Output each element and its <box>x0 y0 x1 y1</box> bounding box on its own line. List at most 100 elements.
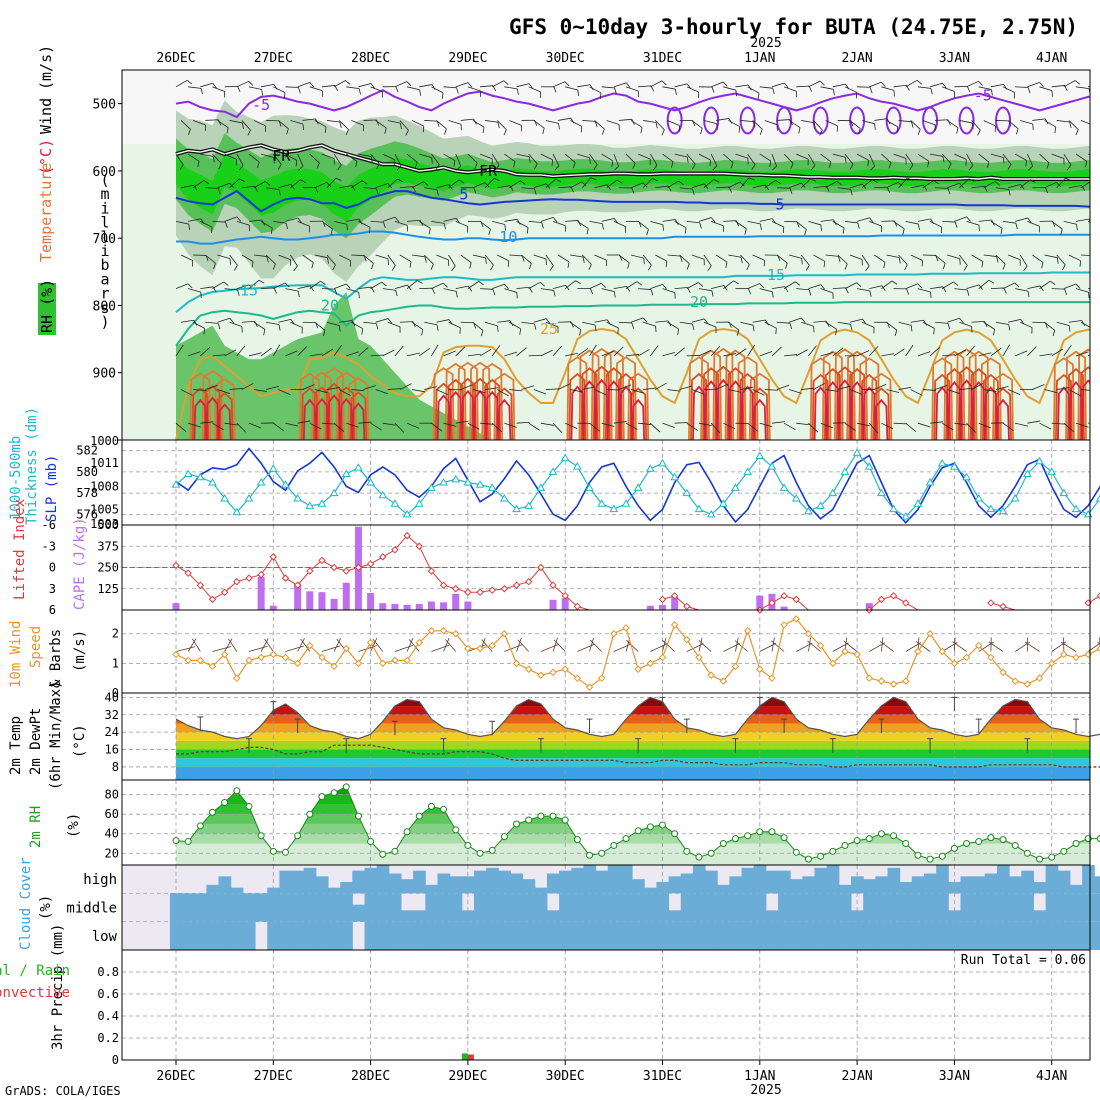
cloud-cell <box>948 921 961 950</box>
cloud-cell <box>595 870 609 894</box>
rh-point <box>403 828 411 836</box>
wind-barb <box>849 120 861 129</box>
wind-barb-flag <box>1075 283 1081 289</box>
wind-barb-10m <box>662 637 667 652</box>
wind-barb <box>582 386 596 390</box>
thickness-point <box>183 469 193 477</box>
wind-barb-flag <box>844 157 847 164</box>
wind-barb-flag <box>497 122 500 129</box>
wind-barb <box>990 83 1004 88</box>
surface-heat-contour <box>1057 386 1071 440</box>
wind-barb-flag <box>1049 280 1056 285</box>
wind-barb <box>995 321 1009 325</box>
surface-heat-contour <box>870 372 893 440</box>
cape-tick: 375 <box>97 539 119 553</box>
contour-label: 5 <box>776 196 785 214</box>
wind-barb <box>747 422 758 432</box>
wind-barb-flag <box>966 216 971 222</box>
cloud-cell <box>778 893 791 922</box>
wind-barb <box>917 288 931 293</box>
wind-barb <box>200 421 214 424</box>
wind-barb <box>188 422 201 428</box>
wind-barb-flag <box>1041 262 1044 269</box>
date-label-top: 28DEC <box>351 51 390 66</box>
wind-barb-flag <box>640 127 643 134</box>
wind-barb <box>1007 389 1021 395</box>
wind-barb <box>935 187 949 189</box>
wind-speed-point <box>561 665 569 673</box>
wind-barb-flag <box>1007 164 1012 170</box>
wind-barb-flag <box>794 281 801 286</box>
rh-point <box>914 851 922 859</box>
cloud-cell <box>1069 921 1083 950</box>
rh-point <box>780 834 788 842</box>
wind-barb <box>898 321 912 326</box>
wind-barb <box>613 153 620 167</box>
cloud-cell <box>473 870 487 894</box>
wind-barb-flag <box>784 82 789 88</box>
wind-barb-flag <box>978 81 983 86</box>
corner-label-top: 1000 <box>90 434 119 448</box>
wind-barb <box>358 83 372 88</box>
wind-barb <box>479 348 492 357</box>
wind-barb <box>272 153 282 165</box>
wind-barb-flag <box>642 182 648 188</box>
wind-barb-flag <box>865 265 870 272</box>
wind-barb <box>771 221 784 228</box>
surface-heat-contour <box>217 403 232 440</box>
wind-barb-flag <box>627 262 630 269</box>
wind-barb-flag <box>1008 189 1011 196</box>
cloud-cell <box>923 921 937 950</box>
cloud-cell <box>571 867 584 894</box>
wind-barb <box>662 153 674 163</box>
wind-speed-point <box>403 656 411 665</box>
wind-barb-flag <box>601 283 606 288</box>
rh-point <box>999 836 1007 844</box>
wind-barb-flag <box>455 217 460 224</box>
wind-speed-point <box>792 615 800 623</box>
lifted-index-point <box>208 595 217 604</box>
rh-tick: 20 <box>105 846 119 860</box>
wind-speed-point <box>926 630 934 638</box>
rh-point <box>804 855 812 863</box>
cloud-cell <box>619 865 633 894</box>
wind-barb <box>1027 285 1041 290</box>
wind-barb-flag <box>295 160 298 167</box>
wind-barb <box>1075 351 1089 357</box>
wind-barb <box>947 182 960 189</box>
wind-barb <box>516 221 529 228</box>
wind-speed-point <box>610 630 618 638</box>
wind-barb <box>959 178 970 189</box>
wind-barb <box>929 221 942 228</box>
wind-barb-flag <box>345 129 349 136</box>
wind-barb-flag <box>507 260 510 267</box>
wind-barb-flag <box>835 329 838 336</box>
wind-barb <box>947 120 959 129</box>
rh-point <box>196 822 204 830</box>
wind-barb-flag <box>789 188 793 194</box>
wind-barb <box>431 153 440 165</box>
lifted-index-line <box>175 534 590 611</box>
surface-heat-contour <box>469 361 491 440</box>
rh-band <box>176 794 1090 805</box>
wind-barb <box>796 153 809 160</box>
rh-point <box>938 852 946 860</box>
cloud-cell <box>595 921 609 950</box>
legend-temperature: Temperature <box>37 163 55 262</box>
rh-band <box>176 833 1090 844</box>
wind-barb <box>723 220 737 222</box>
cloud-cell <box>583 893 597 922</box>
wind-barb-flag <box>869 217 874 223</box>
wind-barb <box>521 187 535 190</box>
wind-barb <box>394 284 408 290</box>
wind-barb <box>564 153 576 163</box>
wind-barb-flag <box>467 82 473 88</box>
thickness-point <box>937 458 947 467</box>
wind-barb <box>297 285 311 290</box>
wind-barb-flag <box>626 286 631 292</box>
wind-barb <box>175 220 189 225</box>
wind-barb <box>205 321 219 324</box>
wind-barb-flag <box>474 162 478 169</box>
wind-speed-point <box>707 671 715 679</box>
wind-barb-flag <box>1094 256 1096 262</box>
